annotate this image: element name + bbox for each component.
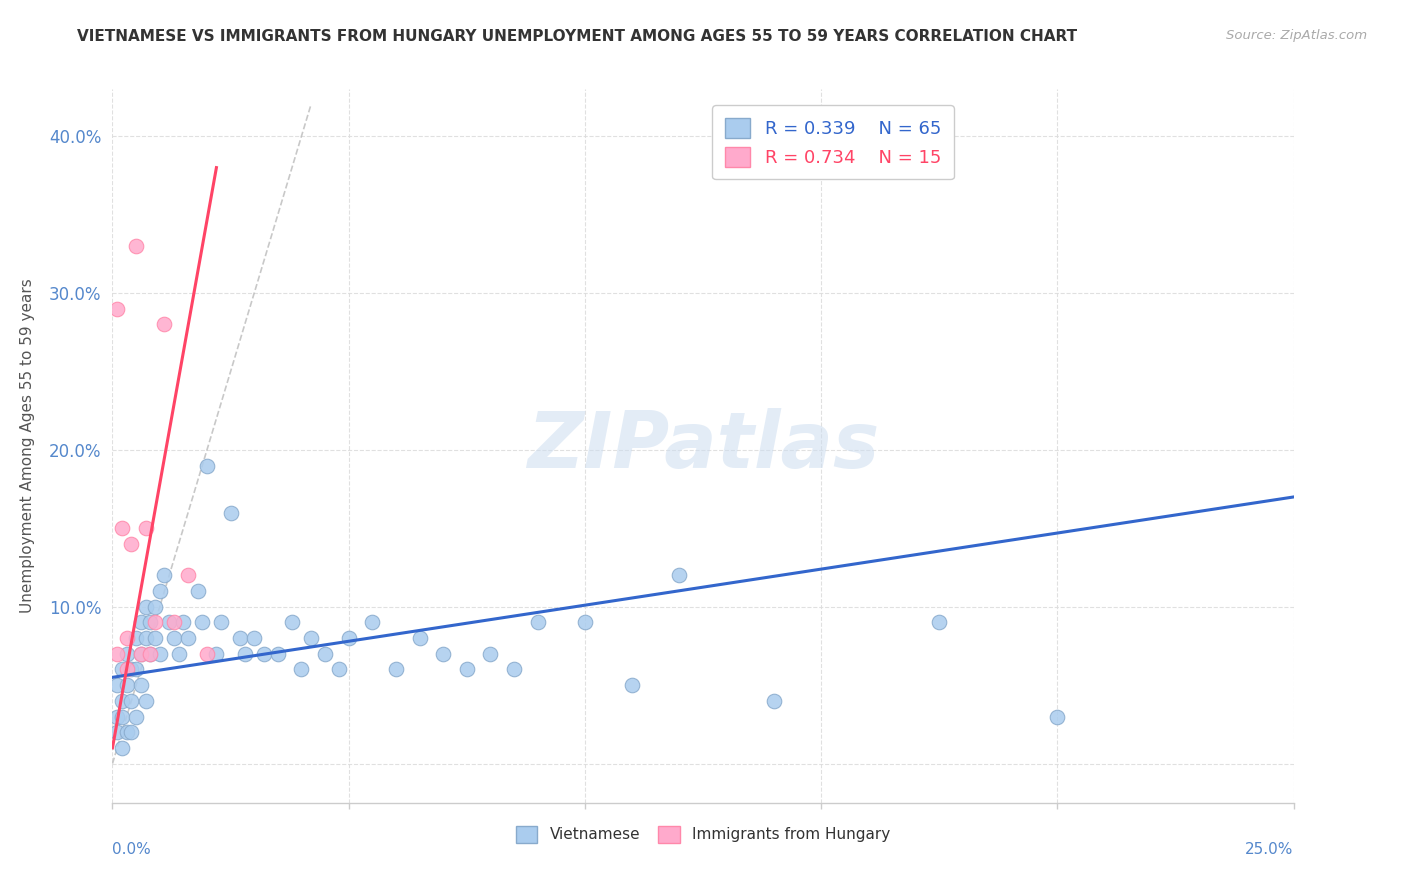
Point [143,615,166,630]
Point [135,631,157,645]
Point [479,647,502,661]
Point [135,694,157,708]
Point [195,647,218,661]
Point [456,663,478,677]
Point [139,615,162,630]
Text: Source: ZipAtlas.com: Source: ZipAtlas.com [1226,29,1367,42]
Point [219,506,242,520]
Text: ZIPatlas: ZIPatlas [527,408,879,484]
Point [115,663,138,677]
Point [195,458,218,473]
Point [163,615,186,630]
Point [135,521,157,535]
Point [111,709,134,723]
Point [105,647,128,661]
Point [111,663,134,677]
Point [205,647,228,661]
Point [115,631,138,645]
Point [243,631,266,645]
Point [328,663,350,677]
Point [111,694,134,708]
Point [143,631,166,645]
Point [233,647,256,661]
Point [129,678,152,692]
Point [290,663,312,677]
Point [167,647,190,661]
Point [111,521,134,535]
Point [105,301,128,316]
Point [105,709,128,723]
Point [177,568,200,582]
Y-axis label: Unemployment Among Ages 55 to 59 years: Unemployment Among Ages 55 to 59 years [20,278,35,614]
Point [125,239,148,253]
Point [621,678,644,692]
Point [928,615,950,630]
Point [299,631,322,645]
Point [186,584,208,599]
Point [668,568,690,582]
Point [120,663,142,677]
Point [143,599,166,614]
Point [281,615,304,630]
Point [177,631,200,645]
Point [129,615,152,630]
Point [191,615,214,630]
Point [408,631,430,645]
Point [153,318,176,332]
Point [149,584,172,599]
Point [149,647,172,661]
Point [125,631,148,645]
Point [125,709,148,723]
Point [125,663,148,677]
Point [526,615,548,630]
Point [337,631,360,645]
Point [209,615,232,630]
Point [1046,709,1069,723]
Text: VIETNAMESE VS IMMIGRANTS FROM HUNGARY UNEMPLOYMENT AMONG AGES 55 TO 59 YEARS COR: VIETNAMESE VS IMMIGRANTS FROM HUNGARY UN… [77,29,1077,44]
Point [139,647,162,661]
Point [503,663,526,677]
Point [253,647,276,661]
Point [129,647,152,661]
Point [432,647,454,661]
Point [163,631,186,645]
Point [172,615,194,630]
Point [115,725,138,739]
Point [574,615,596,630]
Point [129,647,152,661]
Text: 25.0%: 25.0% [1246,842,1294,856]
Point [385,663,408,677]
Point [762,694,785,708]
Point [229,631,252,645]
Point [267,647,290,661]
Point [105,725,128,739]
Point [115,678,138,692]
Point [115,647,138,661]
Point [157,615,180,630]
Point [111,740,134,755]
Point [120,694,142,708]
Point [105,678,128,692]
Text: 0.0%: 0.0% [112,842,152,856]
Point [120,537,142,551]
Point [120,725,142,739]
Point [139,647,162,661]
Point [361,615,384,630]
Legend: Vietnamese, Immigrants from Hungary: Vietnamese, Immigrants from Hungary [509,820,897,848]
Point [314,647,336,661]
Point [153,568,176,582]
Point [135,599,157,614]
